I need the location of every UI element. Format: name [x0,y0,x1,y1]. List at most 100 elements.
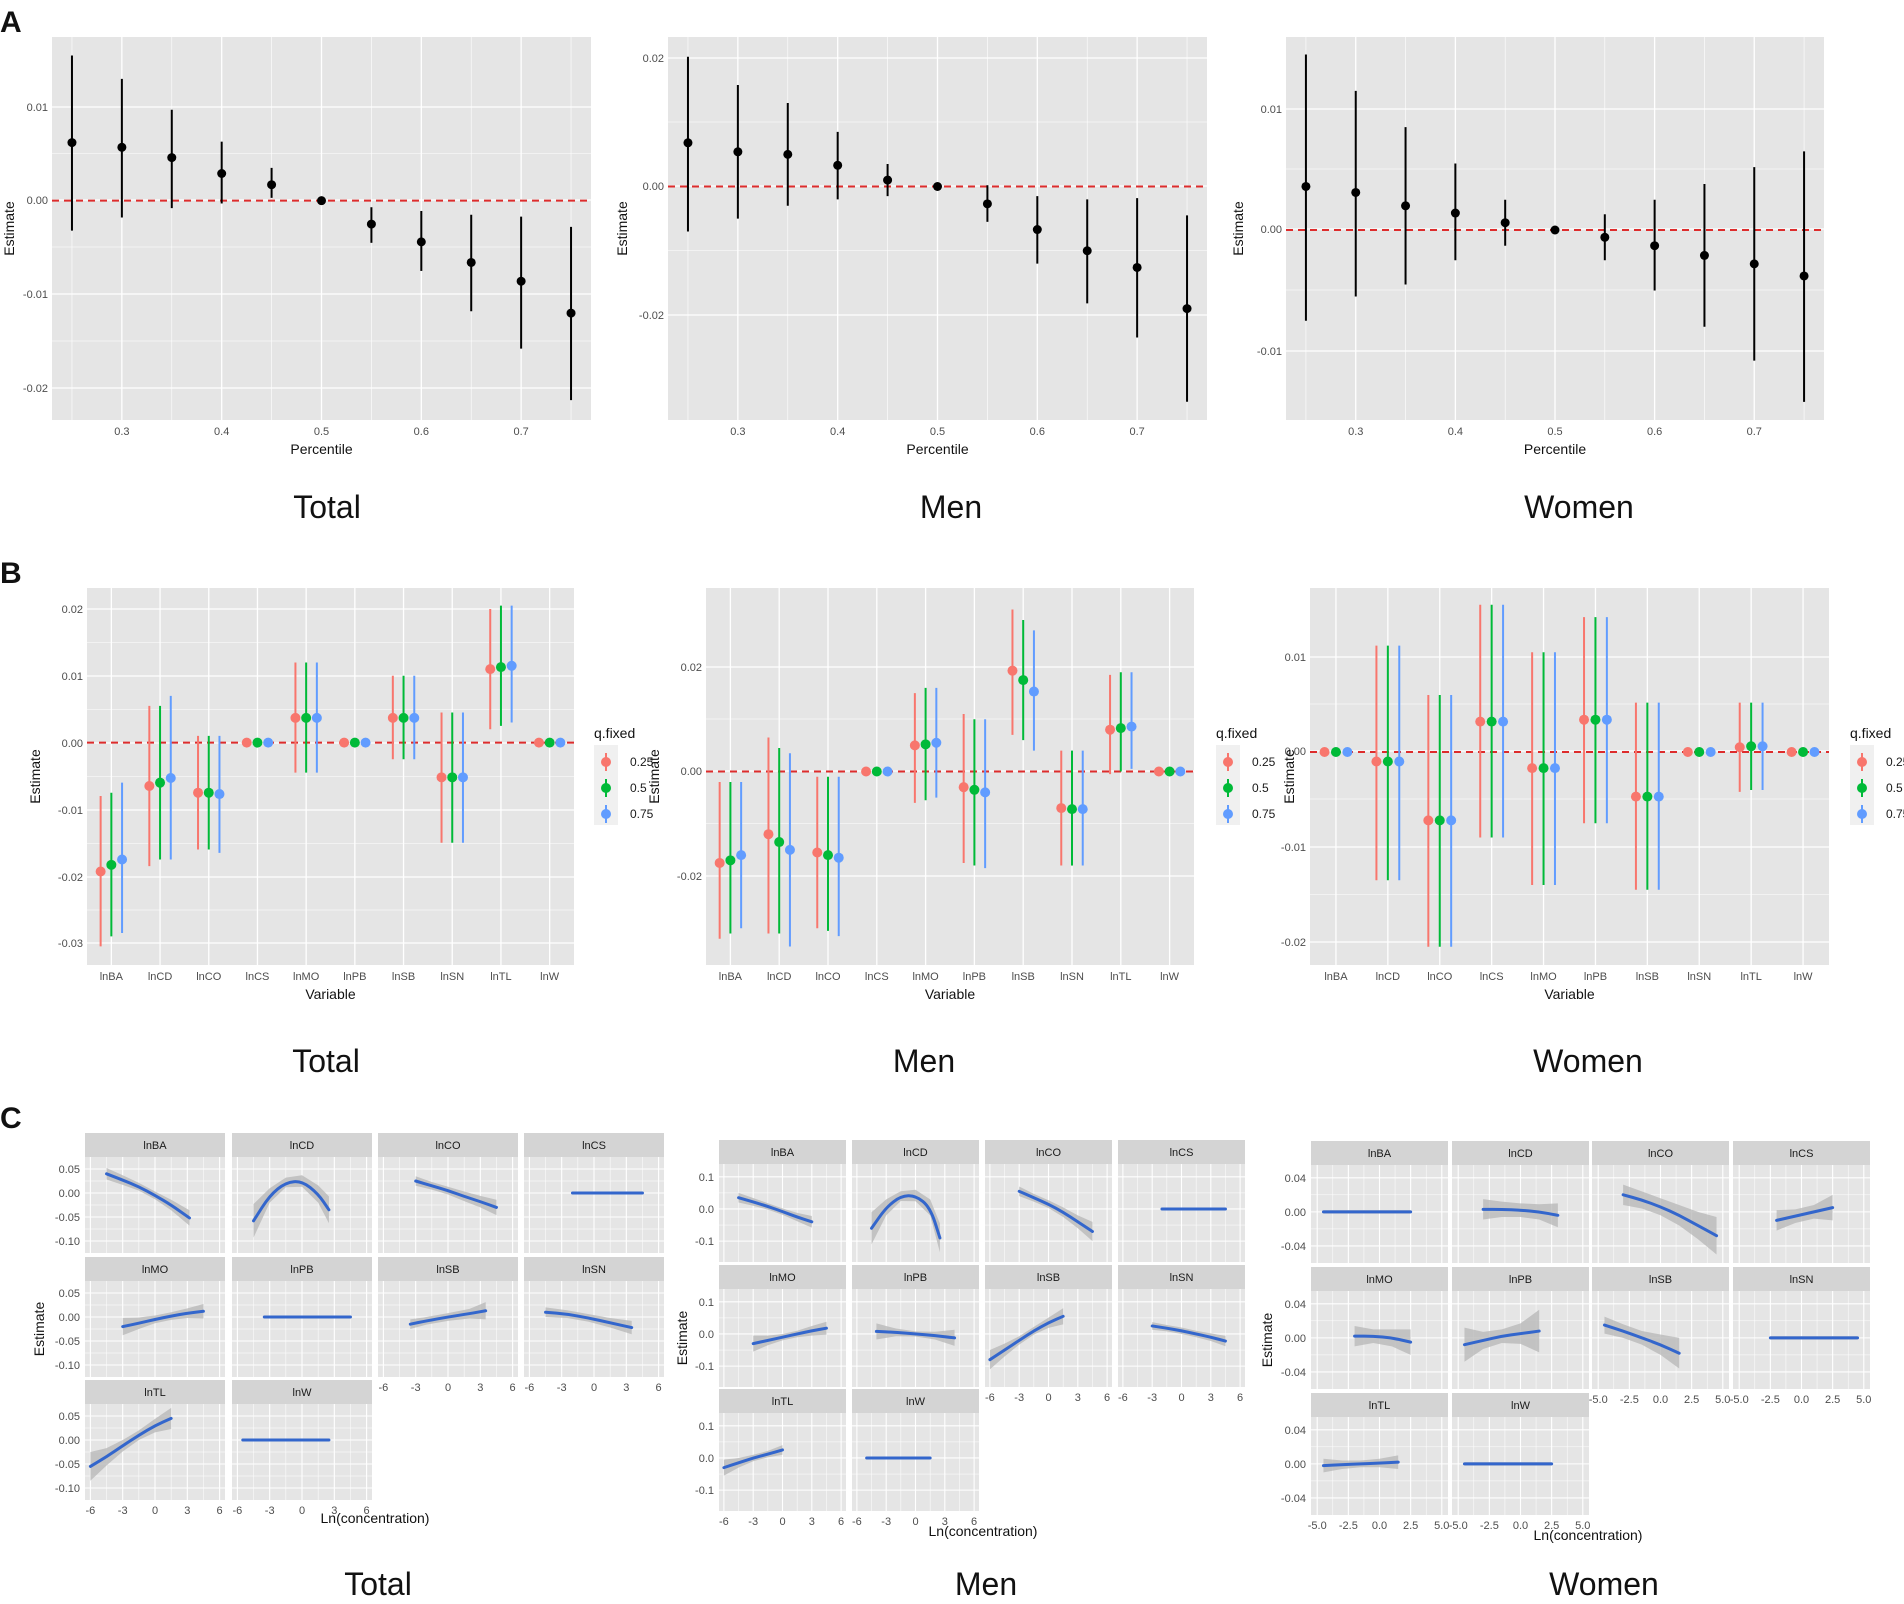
panel-label-c: C [0,1102,22,1135]
x-tick-label: 0.0 [1653,1394,1668,1406]
facet-strip [985,1140,1112,1164]
y-axis-title: Estimate [27,749,43,804]
smooth-curve [1602,1323,1681,1355]
estimate-point [1590,714,1601,725]
estimate-point [1018,675,1029,686]
y-tick-label: 0.00 [1285,1333,1306,1345]
x-axis-title: Percentile [1524,441,1586,457]
estimate-point [1799,271,1809,281]
estimate-point [447,772,458,783]
estimate-point [155,777,166,788]
legend-label: 0.5 [1252,781,1269,795]
estimate-point [1105,724,1116,735]
x-tick-label: 0.3 [730,426,745,438]
legend-label: 0.5 [630,781,647,795]
confidence-ribbon [90,1407,172,1481]
estimate-point [833,852,844,863]
panel-c-men-plot: lnBA 0.1 0.0 -0.1 lnCD lnCO lnCS lnMO 0.1 0.0 -0.1… [674,1140,1245,1539]
y-tick-label: 0.01 [62,671,83,683]
x-tick-label: -6 [85,1505,95,1517]
estimate-point [1809,747,1820,757]
x-tick-label: lnBA [719,971,743,983]
estimate-point [1650,241,1660,251]
estimate-point [290,712,301,723]
legend-label: 0.75 [630,807,654,821]
x-tick-label: lnCO [1427,971,1453,983]
estimate-point [267,180,277,190]
estimate-point [1498,716,1509,727]
y-tick-label: 0.00 [59,1312,80,1324]
facet-strip-label: lnW [906,1396,926,1408]
legend-key-point [1223,757,1233,767]
facet-lnCS: lnCS [1118,1140,1245,1262]
smooth-curve [751,1326,828,1346]
facet-lnMO: lnMO 0.04 0.00 -0.04 [1281,1267,1448,1389]
x-tick-label: lnSN [1060,971,1084,983]
facet-lnSB: lnSB -5.0 -2.5 0.0 2.5 5.0 [1589,1267,1730,1406]
smooth-curve [722,1448,784,1470]
y-tick-label: 0.00 [643,181,664,193]
estimate-point [1164,766,1175,777]
estimate-point [1749,259,1759,269]
facet-strip [232,1257,372,1281]
y-tick-label: 0.02 [681,662,702,674]
y-tick-label: 0.0 [699,1204,714,1216]
x-axis-title: Variable [305,986,356,1002]
facet-strip [852,1265,979,1289]
facet-strip [1592,1141,1729,1165]
x-tick-label: 6 [838,1516,844,1528]
estimate-point [349,737,360,748]
estimate-point [871,766,882,777]
x-tick-label: -3 [1147,1392,1157,1404]
x-tick-label: 0.0 [1513,1520,1528,1532]
facet-strip [85,1133,225,1157]
x-tick-label: 0.3 [1348,426,1363,438]
confidence-ribbon [1604,1316,1680,1369]
y-axis-title: Estimate [1230,201,1246,256]
facet-strip [378,1257,518,1281]
x-tick-label: -6 [232,1505,242,1517]
smooth-curve [1353,1334,1413,1344]
estimate-point [1319,747,1330,757]
smooth-curve [252,1180,331,1223]
y-tick-label: 0.02 [643,53,664,65]
estimate-point [1486,716,1497,727]
panel-c-women-plot: lnBA 0.04 0.00 -0.04 lnCD lnCO lnCS lnMO 0.04 0.0… [1259,1141,1871,1543]
estimate-point [1077,804,1088,815]
estimate-point [1330,747,1341,757]
caption-c-men: Men [955,1566,1017,1602]
facet-lnCS: lnCS [1733,1141,1870,1263]
x-tick-label: 0.0 [1794,1394,1809,1406]
x-tick-label: 0.4 [214,426,229,438]
y-tick-label: -0.1 [695,1485,714,1497]
y-tick-label: -0.01 [23,289,48,301]
y-tick-label: -0.02 [1281,937,1306,949]
estimate-point [1301,181,1311,191]
y-tick-label: -0.01 [1281,842,1306,854]
estimate-point [725,855,736,866]
facet-strip [852,1389,979,1413]
estimate-point [1153,766,1164,777]
facet-lnTL: lnTL 0.04 0.00 -0.04 -5.0 -2.5 0.0 2.5 5.0 [1281,1393,1449,1532]
x-tick-label: lnSB [1636,971,1659,983]
estimate-point [1699,250,1709,260]
x-tick-label: 0.7 [1129,426,1144,438]
facet-strip-label: lnCO [1036,1147,1062,1159]
facet-strip-label: lnCS [1790,1148,1814,1160]
estimate-point [883,175,893,185]
y-tick-label: 0.04 [1285,1425,1306,1437]
estimate-point [544,737,555,748]
estimate-point [252,737,263,748]
x-tick-label: 6 [510,1382,516,1394]
x-tick-label: lnCS [865,971,889,983]
y-tick-label: -0.04 [1281,1493,1306,1505]
facet-strip [524,1257,664,1281]
facet-lnCO: lnCO [985,1140,1112,1262]
x-tick-label: 3 [477,1382,483,1394]
estimate-point [217,169,227,179]
estimate-point [1786,747,1797,757]
caption-b-total: Total [292,1043,360,1079]
estimate-point [167,153,177,163]
estimate-point [193,787,204,798]
y-tick-label: -0.05 [55,1459,80,1471]
